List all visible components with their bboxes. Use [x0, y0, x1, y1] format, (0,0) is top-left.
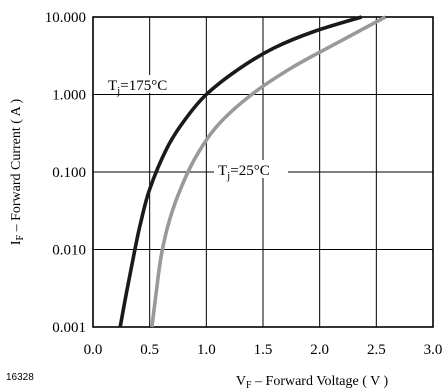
x-tick-label: 1.0 [197, 342, 216, 358]
series-group [118, 15, 387, 328]
series-label-175-main: T [108, 78, 117, 94]
y-axis-label-sub: F [15, 234, 26, 240]
y-tick-labels: 0.001 0.010 0.100 1.000 10.000 [45, 10, 86, 336]
x-tick-label: 2.0 [310, 342, 329, 358]
x-tick-label: 3.0 [424, 342, 443, 358]
x-tick-label: 0.0 [84, 342, 103, 358]
series-label-175-rest: =175°C [120, 78, 167, 94]
series-line-25c [150, 15, 387, 328]
y-tick-label: 0.001 [52, 320, 86, 336]
series-label-25-sub: j [226, 170, 230, 182]
y-tick-label: 1.000 [52, 88, 86, 104]
y-tick-label: 0.010 [52, 243, 86, 259]
x-axis-label: VF – Forward Voltage ( V ) [236, 374, 389, 391]
series-label-25-main: T [218, 163, 227, 179]
series-line-175c [118, 15, 363, 328]
y-axis-label: IF – Forward Current ( A ) [9, 99, 26, 246]
series-label-25: Tj=25°C [218, 163, 270, 182]
x-tick-label: 2.5 [367, 342, 386, 358]
plot-frame [92, 16, 434, 328]
x-axis-label-rest: – Forward Voltage ( V ) [252, 374, 389, 389]
y-axis-label-main: I [9, 240, 24, 245]
series-label-25-rest: =25°C [230, 163, 269, 179]
x-tick-label: 1.5 [254, 342, 273, 358]
series-label-175: Tj=175°C [108, 78, 167, 97]
series-label-175-sub: j [116, 85, 120, 97]
y-tick-label: 0.100 [52, 165, 86, 181]
series-label-bg-25 [214, 160, 288, 178]
y-tick-label: 10.000 [45, 10, 86, 26]
x-axis-label-main: V [236, 374, 246, 389]
series-label-bg-175 [104, 75, 190, 93]
y-axis-label-rest: – Forward Current ( A ) [9, 99, 24, 235]
x-tick-labels: 0.0 0.5 1.0 1.5 2.0 2.5 3.0 [84, 342, 443, 358]
x-axis-label-sub: F [246, 380, 252, 391]
figure-number: 16328 [6, 372, 34, 383]
x-tick-label: 0.5 [140, 342, 159, 358]
